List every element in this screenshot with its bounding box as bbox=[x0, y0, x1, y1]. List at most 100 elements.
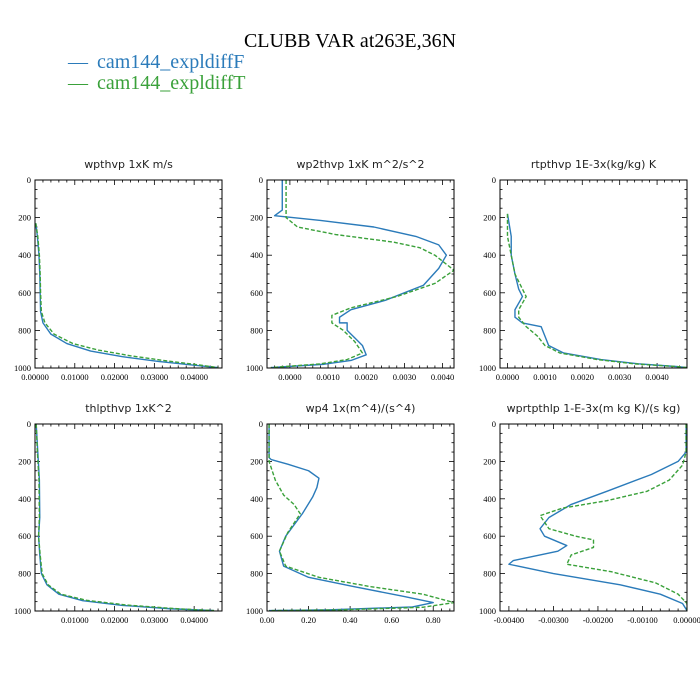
y-tick-label: 600 bbox=[18, 288, 31, 298]
x-tick-label: 0.01000 bbox=[61, 372, 89, 382]
panel-title: wp4 1x(m^4)/(s^4) bbox=[306, 402, 416, 415]
x-tick-label: -0.00100 bbox=[627, 615, 657, 625]
x-tick-label: -0.00400 bbox=[494, 615, 524, 625]
panel-3: rtpthvp 1E-3x(kg/kg) K020040060080010000… bbox=[479, 158, 688, 382]
plot-frame bbox=[266, 179, 455, 369]
x-tick-label: 0.40 bbox=[343, 615, 358, 625]
y-tick-label: 1000 bbox=[14, 363, 31, 373]
y-tick-label: 200 bbox=[250, 213, 263, 223]
x-tick-label: 0.0020 bbox=[571, 372, 594, 382]
y-tick-label: 1000 bbox=[246, 606, 263, 616]
x-tick-label: 0.04000 bbox=[180, 615, 208, 625]
x-tick-label: 0.04000 bbox=[180, 372, 208, 382]
series-line-2 bbox=[506, 213, 687, 368]
y-tick-label: 400 bbox=[483, 250, 496, 260]
x-tick-label: 0.60 bbox=[384, 615, 399, 625]
x-tick-label: 0.80 bbox=[426, 615, 441, 625]
series-line-1 bbox=[508, 424, 687, 611]
y-tick-label: 0 bbox=[492, 175, 496, 185]
y-tick-label: 600 bbox=[250, 288, 263, 298]
y-tick-label: 200 bbox=[483, 456, 496, 466]
series-line-2 bbox=[539, 424, 687, 611]
x-tick-label: 0.01000 bbox=[61, 615, 89, 625]
y-tick-label: 1000 bbox=[479, 606, 496, 616]
panel-title: wp2thvp 1xK m^2/s^2 bbox=[296, 158, 424, 171]
x-tick-label: 0.03000 bbox=[141, 372, 169, 382]
y-tick-label: 800 bbox=[483, 569, 496, 579]
series-line-2 bbox=[35, 424, 215, 611]
x-tick-label: 0.0000 bbox=[278, 372, 301, 382]
y-tick-label: 800 bbox=[250, 325, 263, 335]
figure-title: CLUBB VAR at263E,36N bbox=[244, 30, 456, 52]
x-tick-label: -0.00200 bbox=[583, 615, 613, 625]
series-line-2 bbox=[268, 424, 454, 611]
x-tick-label: 0.0030 bbox=[608, 372, 631, 382]
panel-title: wprtpthlp 1-E-3x(m kg K)/(s kg) bbox=[507, 402, 681, 415]
legend: — cam144_expldiffF — cam144_expldiffT bbox=[67, 51, 245, 94]
x-tick-label: 0.20 bbox=[301, 615, 316, 625]
panel-title: thlpthvp 1xK^2 bbox=[85, 402, 172, 415]
y-tick-label: 600 bbox=[250, 531, 263, 541]
y-tick-label: 0 bbox=[259, 175, 263, 185]
y-tick-label: 200 bbox=[18, 213, 31, 223]
panel-title: wpthvp 1xK m/s bbox=[84, 158, 173, 171]
x-tick-label: 0.0030 bbox=[393, 372, 416, 382]
x-tick-label: 0.0010 bbox=[533, 372, 556, 382]
y-tick-label: 0 bbox=[27, 175, 31, 185]
series-line-1 bbox=[35, 424, 215, 611]
y-tick-label: 400 bbox=[250, 250, 263, 260]
legend-label-2: cam144_expldiffT bbox=[97, 72, 245, 94]
legend-entry-1: — cam144_expldiffF bbox=[67, 51, 244, 73]
x-tick-label: 0.0040 bbox=[431, 372, 454, 382]
y-tick-label: 400 bbox=[18, 250, 31, 260]
y-tick-label: 600 bbox=[483, 288, 496, 298]
y-tick-label: 200 bbox=[18, 456, 31, 466]
plot-frame bbox=[34, 179, 223, 369]
plot-frame bbox=[499, 179, 688, 369]
panel-2: wp2thvp 1xK m^2/s^2 0 200 400 600 800 1000 0.00… bbox=[246, 158, 455, 382]
x-tick-label: 0.00 bbox=[260, 615, 275, 625]
y-tick-label: 400 bbox=[18, 494, 31, 504]
x-tick-label: 0.0020 bbox=[355, 372, 378, 382]
x-tick-label: 0.02000 bbox=[101, 615, 129, 625]
y-tick-label: 0 bbox=[27, 419, 31, 429]
series-line-2 bbox=[35, 223, 219, 368]
panel-4: thlpthvp 1xK^2 0 200 400 600 800 1000 0.01000 0.… bbox=[14, 402, 223, 625]
y-tick-label: 200 bbox=[483, 213, 496, 223]
y-tick-label: 800 bbox=[18, 569, 31, 579]
series-line-1 bbox=[268, 424, 434, 611]
legend-marker-1: — bbox=[67, 51, 89, 73]
y-tick-label: 400 bbox=[483, 494, 496, 504]
y-tick-label: 1000 bbox=[479, 363, 496, 373]
plot-frame bbox=[34, 423, 223, 612]
x-tick-label: 0.0010 bbox=[316, 372, 339, 382]
y-tick-label: 0 bbox=[492, 419, 496, 429]
x-tick-label: 0.00000 bbox=[673, 615, 700, 625]
x-tick-label: 0.00000 bbox=[21, 372, 49, 382]
x-tick-label: 0.0040 bbox=[645, 372, 668, 382]
x-tick-label: 0.03000 bbox=[141, 615, 169, 625]
plot-frame bbox=[499, 423, 688, 612]
y-tick-label: 600 bbox=[483, 531, 496, 541]
y-tick-label: 0 bbox=[259, 419, 263, 429]
panel-title: rtpthvp 1E-3x(kg/kg) K bbox=[531, 158, 657, 171]
series-line-1 bbox=[35, 223, 219, 368]
series-line-2 bbox=[270, 180, 454, 368]
x-tick-label: 0.02000 bbox=[101, 372, 129, 382]
y-tick-label: 400 bbox=[250, 494, 263, 504]
plot-frame bbox=[266, 423, 455, 612]
panel-6: wprtpthlp 1-E-3x(m kg K)/(s kg) 0 200 400 60… bbox=[479, 402, 700, 625]
x-tick-label: -0.00300 bbox=[538, 615, 568, 625]
y-tick-label: 800 bbox=[483, 325, 496, 335]
legend-label-1: cam144_expldiffF bbox=[97, 51, 244, 73]
y-tick-label: 1000 bbox=[14, 606, 31, 616]
x-tick-label: 0.0000 bbox=[496, 372, 519, 382]
y-tick-label: 200 bbox=[250, 456, 263, 466]
legend-entry-2: — cam144_expldiffT bbox=[67, 72, 245, 94]
y-tick-label: 1000 bbox=[246, 363, 263, 373]
y-tick-label: 800 bbox=[250, 569, 263, 579]
series-line-1 bbox=[270, 180, 448, 368]
